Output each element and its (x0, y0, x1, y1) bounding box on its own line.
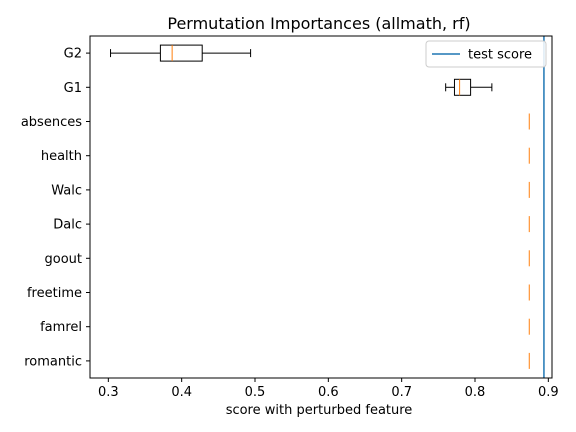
x-tick-label: 0.4 (171, 385, 192, 400)
y-tick-label: romantic (24, 354, 82, 369)
y-tick-label: G2 (64, 47, 82, 62)
x-tick-label: 0.9 (538, 385, 559, 400)
x-tick-label: 0.6 (318, 385, 339, 400)
legend-label: test score (468, 48, 532, 63)
box-G1 (445, 78, 493, 96)
y-tick-label: goout (45, 252, 83, 267)
y-tick-label: freetime (27, 286, 82, 301)
y-tick-label: Walc (51, 183, 82, 198)
x-tick-label: 0.3 (98, 385, 119, 400)
chart-title: Permutation Importances (allmath, rf) (167, 14, 470, 33)
box-G2 (110, 44, 252, 62)
legend: test score (425, 40, 547, 68)
y-tick-label: famrel (40, 320, 82, 335)
x-tick-label: 0.7 (391, 385, 412, 400)
x-tick-label: 0.8 (465, 385, 486, 400)
x-axis-label: score with perturbed feature (226, 403, 413, 418)
x-tick-label: 0.5 (245, 385, 266, 400)
box-iqr (453, 78, 472, 96)
y-tick-label: health (41, 149, 82, 164)
y-tick-label: G1 (64, 81, 82, 96)
box-iqr (159, 44, 203, 62)
legend-box (425, 40, 547, 68)
y-tick-label: Dalc (53, 218, 82, 233)
y-tick-label: absences (21, 115, 82, 130)
plot-frame (89, 35, 553, 379)
